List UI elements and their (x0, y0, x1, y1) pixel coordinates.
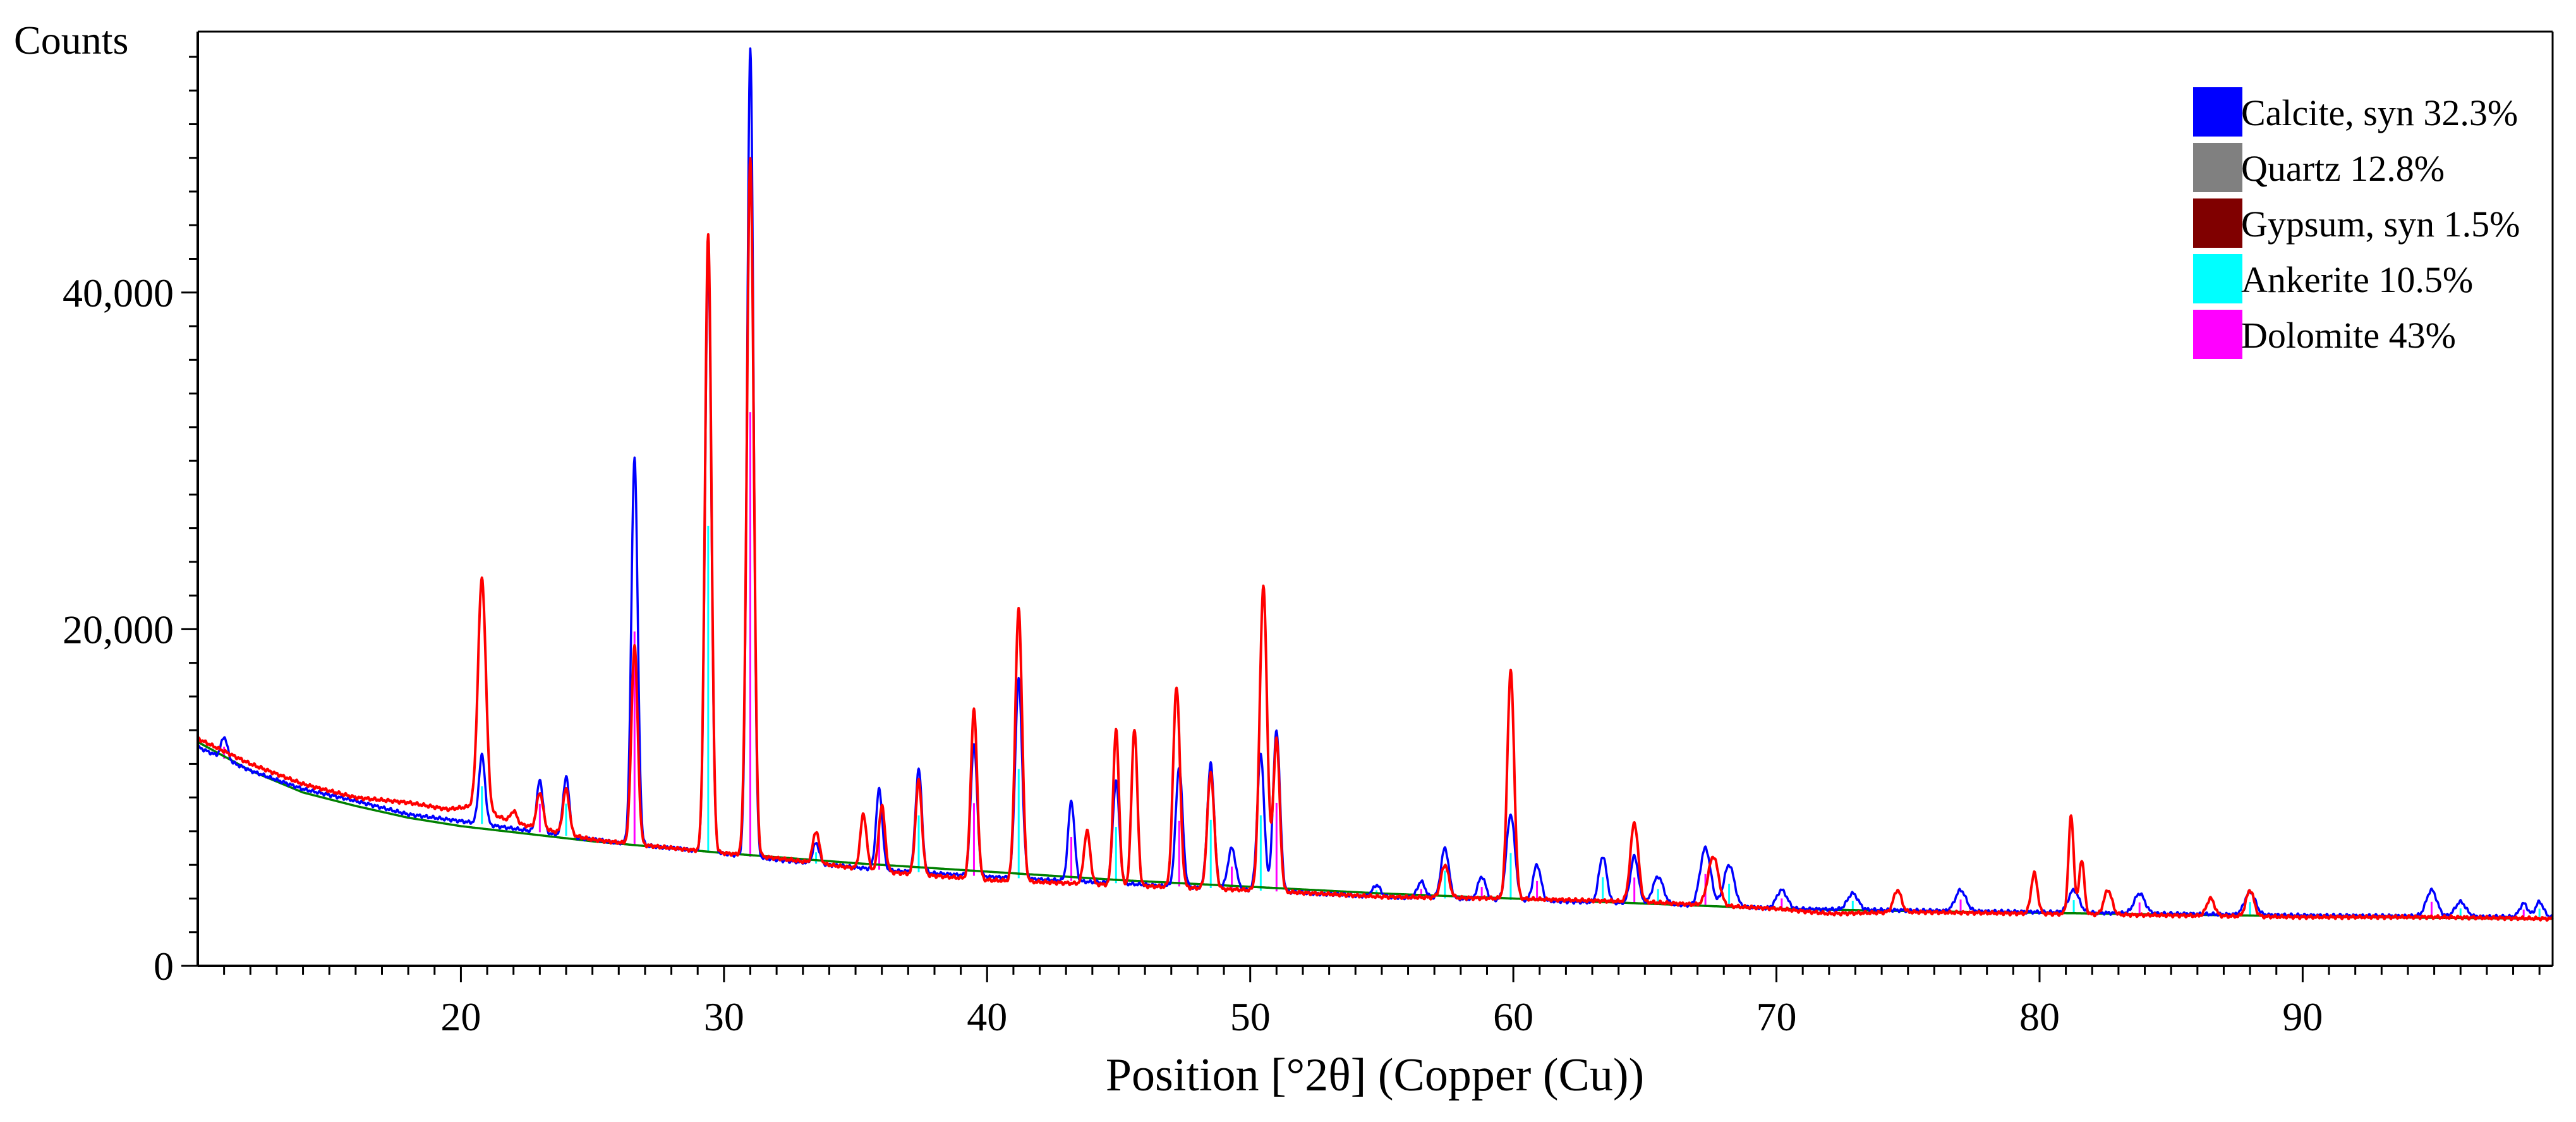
y-tick-label: 40,000 (63, 271, 174, 315)
x-axis-label: Position [°2θ] (Copper (Cu)) (1106, 1049, 1644, 1101)
x-tick-label: 70 (1757, 994, 1797, 1039)
x-tick-label: 80 (2019, 994, 2060, 1039)
y-tick-label: 20,000 (63, 607, 174, 652)
legend-label: Calcite, syn 32.3% (2241, 92, 2518, 133)
y-ticks: 0 20,000 40,000 (63, 56, 198, 989)
series-line (197, 157, 2554, 922)
x-tick-label: 90 (2282, 994, 2323, 1039)
reference-sticks (223, 412, 2541, 917)
legend-label: Ankerite 10.5% (2241, 259, 2473, 300)
legend-swatch (2193, 87, 2242, 137)
x-tick-label: 40 (967, 994, 1007, 1039)
legend-swatch (2193, 198, 2242, 248)
legend: Calcite, syn 32.3% Quartz 12.8% Gypsum, sy… (2193, 87, 2520, 359)
legend-swatch (2193, 143, 2242, 192)
legend-label: Dolomite 43% (2241, 315, 2456, 356)
legend-swatch (2193, 310, 2242, 359)
y-tick-label: 0 (154, 944, 174, 989)
x-tick-label: 20 (440, 994, 481, 1039)
x-ticks: 20 30 40 50 60 70 80 90 (223, 966, 2541, 1039)
x-tick-label: 60 (1493, 994, 1533, 1039)
legend-label: Gypsum, syn 1.5% (2241, 204, 2520, 245)
series-lines (197, 47, 2554, 922)
x-tick-label: 50 (1230, 994, 1271, 1039)
y-axis-label: Counts (14, 18, 128, 63)
legend-swatch (2193, 254, 2242, 303)
legend-label: Quartz 12.8% (2241, 148, 2445, 189)
x-tick-label: 30 (704, 994, 744, 1039)
